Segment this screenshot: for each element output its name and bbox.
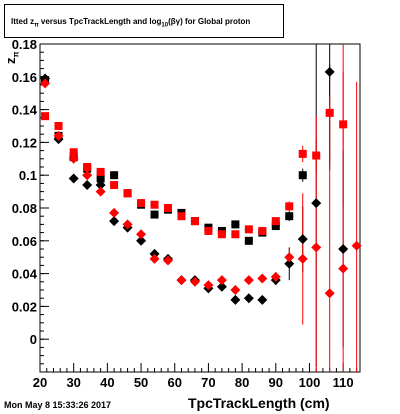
data-point-square <box>83 163 92 171</box>
y-tick-label: 0.12 <box>12 135 37 150</box>
x-tick-label: 20 <box>33 375 47 390</box>
data-point-square <box>96 167 105 176</box>
data-point-square <box>298 149 307 158</box>
data-point-diamond <box>82 180 93 191</box>
y-tick-label: 0.04 <box>12 267 38 282</box>
data-point-diamond <box>149 253 160 264</box>
data-point-diamond <box>68 173 79 184</box>
data-point-square <box>285 202 294 211</box>
data-point-square <box>339 120 348 129</box>
data-point-square <box>325 108 334 117</box>
data-point-diamond <box>122 219 133 230</box>
x-tick-label: 110 <box>333 375 354 390</box>
data-point-square <box>298 171 307 180</box>
chart-title: ltted zπ versus TpcTrackLength and log10… <box>11 17 251 29</box>
data-point-square <box>177 212 186 221</box>
data-point-diamond <box>189 276 200 287</box>
data-point-diamond <box>311 198 322 209</box>
data-point-diamond <box>351 240 362 251</box>
data-point-diamond <box>216 281 227 292</box>
data-point-diamond <box>82 170 93 181</box>
data-point-square <box>110 181 119 190</box>
data-point-square <box>231 220 240 229</box>
plot-frame <box>39 43 361 373</box>
y-tick-label: 0.14 <box>12 103 38 118</box>
data-point-diamond <box>311 242 322 253</box>
data-point-diamond <box>136 229 147 240</box>
y-tick-label: 0.16 <box>12 70 37 85</box>
data-point-square <box>96 174 105 183</box>
y-tick-label: 0.18 <box>12 37 37 52</box>
x-axis-label: TpcTrackLength (cm) <box>188 395 330 411</box>
x-tick-label: 40 <box>100 375 114 390</box>
data-point-square <box>271 217 280 226</box>
data-point-square <box>41 112 50 121</box>
data-point-diamond <box>95 180 106 191</box>
data-point-diamond <box>216 275 227 286</box>
data-point-diamond <box>257 273 268 284</box>
data-point-diamond <box>109 207 120 218</box>
data-point-diamond <box>243 275 254 286</box>
data-point-square <box>150 210 159 219</box>
data-point-square <box>204 226 213 235</box>
data-point-diamond <box>284 258 295 269</box>
data-point-square <box>137 199 146 208</box>
data-point-diamond <box>284 252 295 263</box>
data-point-diamond <box>163 255 173 266</box>
data-point-diamond <box>203 280 214 291</box>
data-point-square <box>271 222 280 231</box>
data-point-square <box>231 230 240 239</box>
data-point-square <box>54 122 63 130</box>
data-point-diamond <box>297 234 308 245</box>
data-markers <box>40 66 362 305</box>
y-axis-label: zπ <box>3 51 21 64</box>
data-point-diamond <box>338 244 349 254</box>
data-point-diamond <box>338 263 349 274</box>
data-point-square <box>244 225 253 234</box>
data-point-square <box>217 230 226 239</box>
x-tick-label: 100 <box>299 375 321 390</box>
y-tick-label: 0.06 <box>12 234 37 249</box>
y-tick-label: 0.02 <box>12 299 37 314</box>
y-tick-label: 0.08 <box>12 201 37 216</box>
data-point-square <box>244 236 253 245</box>
data-point-diamond <box>257 294 268 305</box>
data-point-square <box>123 189 132 198</box>
data-point-diamond <box>324 288 335 299</box>
data-point-square <box>150 200 159 209</box>
x-tick-label: 50 <box>134 375 148 390</box>
data-point-square <box>285 212 294 221</box>
data-point-diamond <box>230 294 241 305</box>
data-point-diamond <box>176 275 187 286</box>
data-point-square <box>164 204 172 212</box>
data-point-diamond <box>40 78 51 89</box>
y-tick-label: 0 <box>30 332 37 347</box>
data-point-diamond <box>297 253 308 264</box>
data-point-diamond <box>243 293 254 304</box>
title-box: ltted zπ versus TpcTrackLength and log10… <box>4 4 284 38</box>
data-point-square <box>110 171 119 180</box>
x-tick-label: 60 <box>168 375 182 390</box>
data-point-diamond <box>109 216 120 227</box>
x-tick-label: 30 <box>66 375 80 390</box>
data-point-square <box>258 226 267 235</box>
data-point-diamond <box>324 66 335 77</box>
data-point-diamond <box>136 235 147 246</box>
data-point-diamond <box>95 186 106 197</box>
data-point-diamond <box>68 153 79 164</box>
x-tick-label: 80 <box>235 375 249 390</box>
data-point-square <box>312 151 321 160</box>
data-point-diamond <box>230 285 241 295</box>
x-tick-label: 90 <box>269 375 283 390</box>
timestamp: Mon May 8 15:33:26 2017 <box>4 400 112 410</box>
data-point-diamond <box>53 130 64 141</box>
axis-ticks: 20 30 40 50 60 70 80 90 100 110 0 0.02 0.04 0.06 0.08 0… <box>12 37 358 390</box>
data-point-square <box>190 217 199 226</box>
data-point-diamond <box>270 271 281 282</box>
y-tick-label: 0.1 <box>19 168 37 183</box>
x-tick-label: 70 <box>201 375 215 390</box>
data-point-square <box>69 148 78 157</box>
